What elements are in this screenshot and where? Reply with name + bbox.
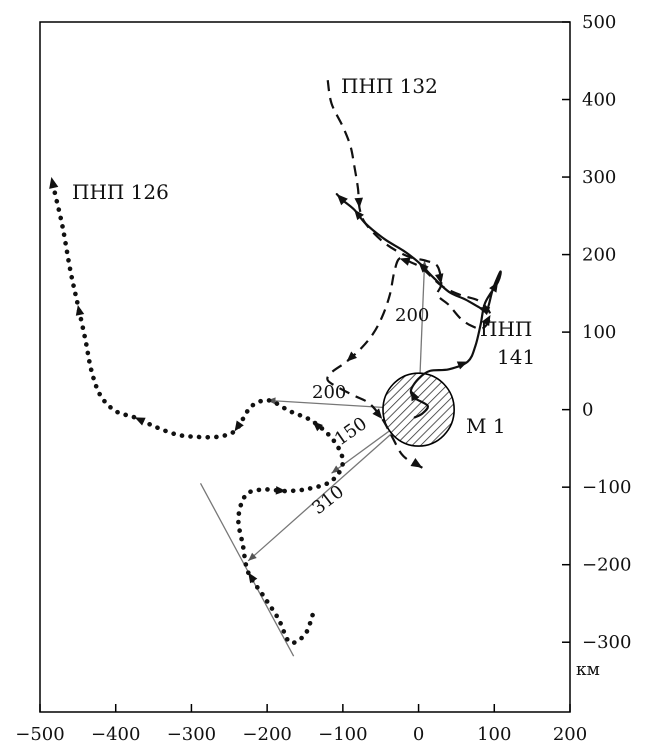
y-tick-label: 0 — [582, 400, 593, 421]
track-pnp141-arrowhead — [489, 281, 499, 293]
track-pnp132-arrowhead — [346, 351, 357, 362]
track-pnp126-arrowhead — [275, 486, 287, 495]
x-tick-label: −100 — [318, 724, 367, 745]
track-pnp132-arrowhead — [481, 315, 491, 326]
x-tick-label: 100 — [477, 724, 511, 745]
label-pnp126: ПНП 126 — [72, 180, 169, 204]
track-pnp126-arrowhead — [312, 421, 323, 432]
marker-m1-circle — [382, 372, 455, 447]
track-pnp126-path — [49, 174, 346, 646]
distance-label-150: 150 — [331, 413, 371, 450]
y-tick-label: 100 — [582, 322, 616, 343]
unit-km-label: км — [576, 660, 600, 680]
label-m1: М 1 — [466, 414, 506, 438]
marker-layer — [382, 372, 455, 447]
y-tick-label: −100 — [582, 477, 631, 498]
track-pnp132-arrowhead — [372, 408, 383, 419]
track-pnp132-end-arrowhead — [410, 458, 423, 468]
track-pnp141-arrowhead — [411, 390, 420, 402]
track-pnp141-arrowhead — [354, 209, 364, 221]
tangent-line — [199, 482, 295, 657]
y-tick-label: 400 — [582, 90, 616, 111]
track-pnp126-arrowhead — [234, 420, 244, 432]
distance-label-200-west: 200 — [312, 382, 346, 403]
x-tick-label: −400 — [91, 724, 140, 745]
track-pnp141-arrowhead — [456, 361, 468, 370]
label-pnp141-line1: ПНП — [480, 317, 532, 341]
track-pnp132-arrowhead — [399, 257, 411, 266]
label-pnp141-line2: 141 — [497, 345, 535, 369]
ticks-layer: −500 −400 −300 −200 −100 0 100 200 500 400 300 200 1… — [15, 12, 631, 745]
track-pnp141-arrowhead — [479, 307, 491, 316]
track-pnp132-path — [326, 79, 492, 469]
distance-label-310: 310 — [308, 481, 348, 519]
distance-label-200-north: 200 — [395, 305, 429, 326]
track-pnp141-end-arrowhead — [336, 194, 348, 206]
x-tick-label: 0 — [413, 724, 424, 745]
y-tick-label: 200 — [582, 245, 616, 266]
distance-arrowhead — [248, 552, 257, 561]
x-tick-label: −500 — [15, 724, 64, 745]
track-pnp141-path — [335, 193, 502, 419]
tracks-layer — [49, 79, 502, 646]
x-tick-label: 200 — [553, 724, 587, 745]
track-pnp126-arrowhead — [134, 417, 146, 426]
y-tick-label: −200 — [582, 555, 631, 576]
track-pnp126-arrowhead — [75, 304, 85, 316]
y-tick-label: 300 — [582, 167, 616, 188]
y-tick-label: −300 — [582, 632, 631, 653]
x-tick-label: −300 — [167, 724, 216, 745]
track-pnp126-end-arrowhead — [49, 177, 59, 189]
distance-line — [247, 409, 420, 562]
x-tick-label: −200 — [242, 724, 291, 745]
distance-lines-layer — [199, 260, 428, 657]
y-tick-label: 500 — [582, 12, 616, 33]
label-pnp132: ПНП 132 — [341, 74, 438, 98]
plot-frame — [39, 21, 571, 713]
track-pnp132-arrowhead — [354, 197, 363, 209]
track-pnp132-arrowhead — [434, 273, 444, 285]
track-pnp141-arrowhead — [418, 262, 429, 273]
track-pnp126-arrowhead — [248, 572, 258, 584]
distance-arrowhead — [267, 397, 276, 405]
